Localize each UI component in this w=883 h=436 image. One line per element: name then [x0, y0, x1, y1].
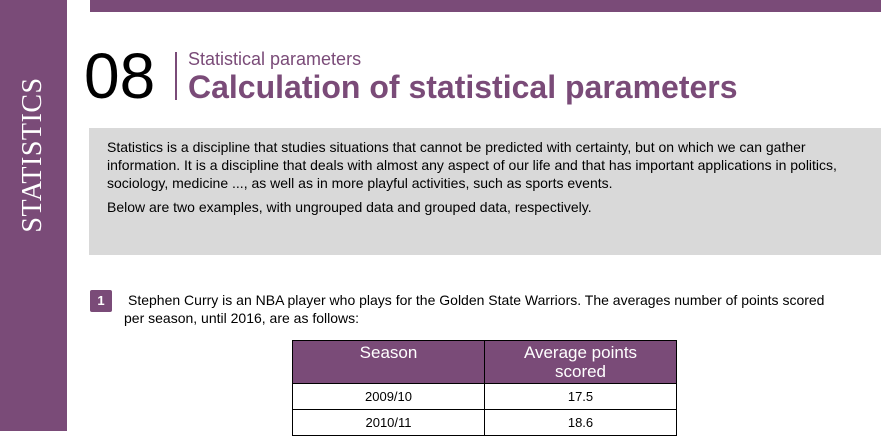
header-row: Season Average points scored — [292, 340, 677, 384]
example-number: 1 — [90, 290, 112, 312]
table-cell: 2010/11 — [292, 409, 485, 436]
top-bar — [90, 0, 881, 12]
sidebar: STATISTICS — [0, 0, 67, 431]
data-table: Season Average points scored 2009/10 17.5 2… — [292, 340, 677, 436]
column-header: Average points scored — [484, 340, 677, 384]
chapter-number: 08 — [84, 40, 156, 112]
sidebar-label: STATISTICS — [17, 77, 48, 233]
paragraph: Statistics is a discipline that studies … — [107, 139, 837, 191]
example-text: Stephen Curry is an NBA player who plays… — [124, 292, 825, 326]
intro-box: Statistics is a discipline that studies … — [89, 128, 881, 255]
column-header: Season — [292, 340, 485, 384]
title: Calculation of statistical parameters — [188, 69, 738, 105]
divider — [175, 52, 177, 100]
table-cell: 2009/10 — [292, 383, 485, 410]
table-cell: 17.5 — [484, 383, 677, 410]
table-row: 2009/10 17.5 — [292, 383, 677, 410]
table-row: 2010/11 18.6 — [292, 409, 677, 436]
table-cell: 18.6 — [484, 409, 677, 436]
paragraph: Below are two examples, with ungrouped d… — [107, 199, 592, 215]
subtitle: Statistical parameters — [188, 49, 362, 69]
